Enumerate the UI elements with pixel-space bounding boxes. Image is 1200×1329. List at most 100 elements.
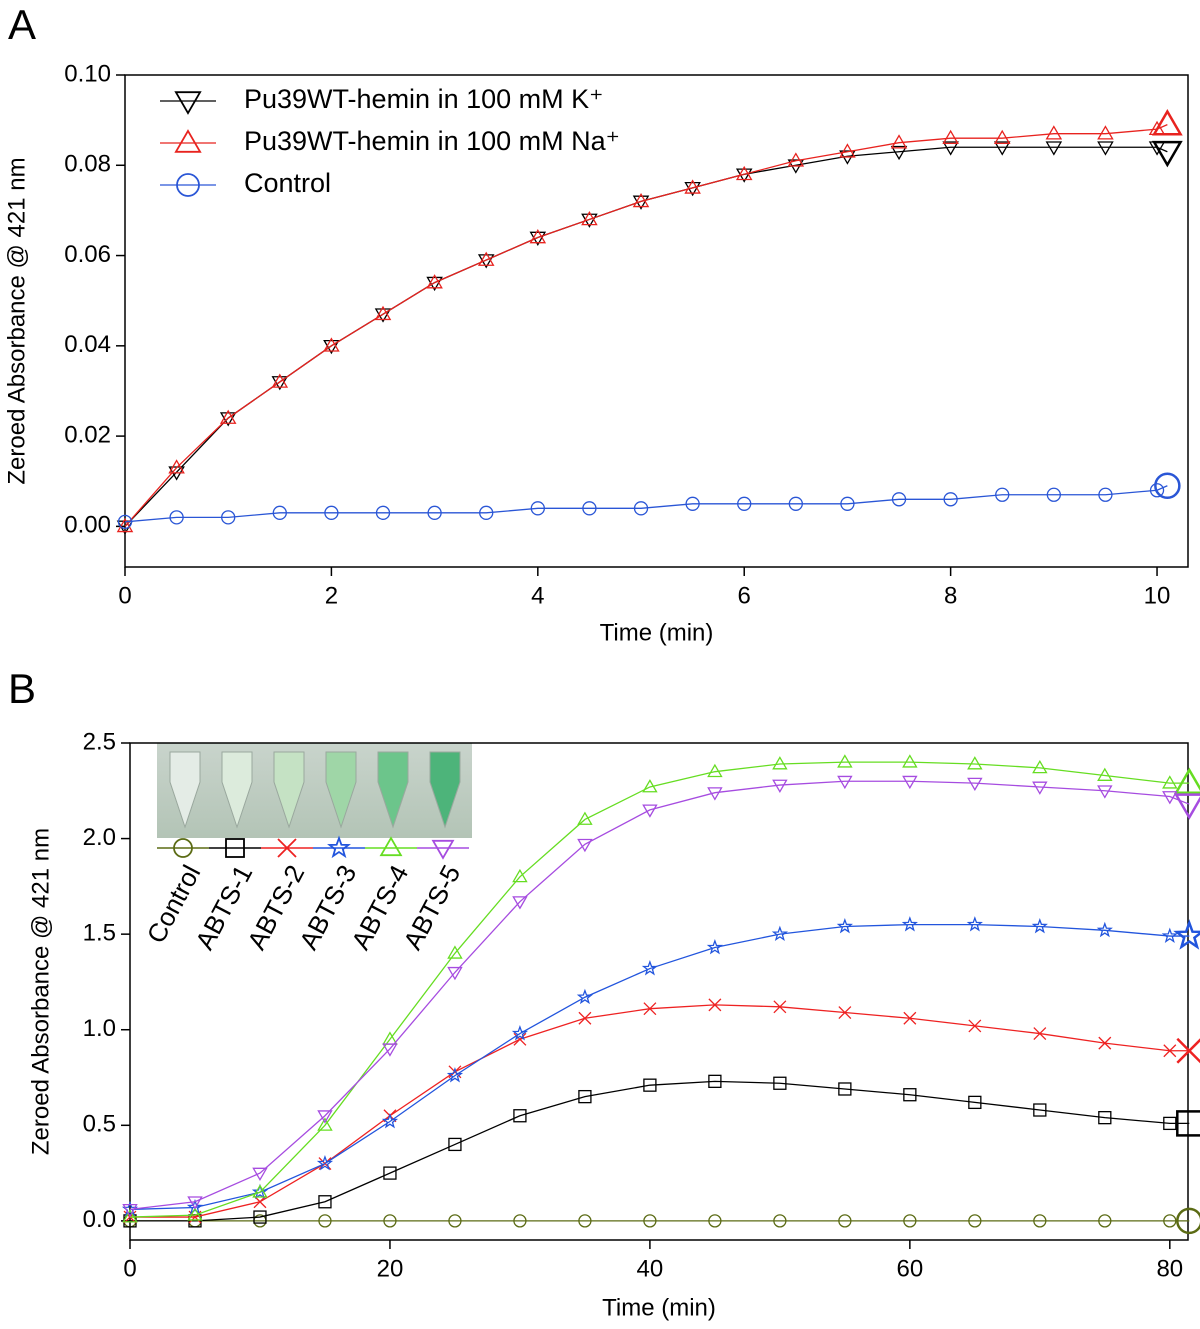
marker (737, 496, 752, 511)
marker (582, 501, 597, 516)
marker (839, 143, 856, 158)
marker (186, 1198, 204, 1215)
marker (529, 229, 547, 244)
marker (1161, 927, 1178, 943)
marker (448, 1137, 462, 1152)
marker (993, 129, 1011, 145)
marker (426, 274, 443, 289)
marker (323, 337, 340, 352)
marker (447, 966, 463, 981)
marker (375, 505, 391, 520)
marker (513, 1214, 527, 1228)
marker (1033, 1214, 1047, 1228)
marker (735, 165, 753, 181)
marker (272, 505, 287, 520)
marker (1098, 1036, 1112, 1050)
marker (967, 777, 983, 792)
series-line (130, 1004, 1190, 1218)
marker (427, 505, 442, 520)
marker (772, 779, 788, 793)
legend-label: Control (244, 168, 331, 198)
marker (642, 779, 658, 793)
marker (253, 1210, 267, 1224)
marker (942, 141, 959, 156)
marker (383, 1214, 397, 1228)
marker (1045, 125, 1063, 140)
marker (271, 376, 289, 391)
marker (511, 1025, 529, 1041)
marker (967, 756, 983, 770)
marker (122, 1203, 138, 1218)
marker (271, 373, 289, 388)
marker (1096, 921, 1113, 938)
marker (225, 838, 245, 858)
marker (1176, 1110, 1200, 1137)
marker (632, 192, 650, 208)
series-line (129, 923, 1190, 1211)
marker (252, 1184, 268, 1198)
marker (447, 945, 463, 959)
marker (168, 459, 185, 474)
marker (318, 1214, 332, 1228)
marker (530, 501, 545, 516)
marker (838, 1006, 852, 1019)
marker (374, 305, 392, 321)
x-tick-label: 4 (531, 582, 544, 609)
marker (169, 510, 184, 525)
marker (187, 1196, 203, 1210)
marker (943, 492, 958, 507)
x-tick-label: 60 (897, 1255, 924, 1282)
marker (1045, 141, 1063, 156)
panel-label: A (8, 1, 36, 48)
marker (1162, 775, 1178, 789)
y-axis-title: Zeroed Absorbance @ 421 nm (3, 157, 30, 484)
marker (706, 939, 723, 955)
plot-frame (129, 742, 1189, 1241)
series-line (130, 1080, 1190, 1222)
marker (1032, 781, 1048, 795)
series-line (129, 761, 1190, 1218)
marker (771, 925, 788, 942)
marker (324, 505, 339, 520)
marker (578, 1011, 592, 1025)
marker (902, 775, 918, 790)
y-tick-label: 0.00 (64, 512, 111, 539)
marker (1149, 483, 1165, 498)
marker (643, 1214, 657, 1228)
y-axis-title: Zeroed Absorbance @ 421 nm (27, 828, 54, 1155)
marker (317, 1110, 333, 1124)
marker (903, 1214, 917, 1228)
marker (1163, 1044, 1177, 1058)
inset-photo (157, 743, 472, 838)
marker (708, 998, 722, 1012)
marker (1033, 1103, 1047, 1117)
x-tick-label: 40 (637, 1255, 664, 1282)
marker (773, 1000, 787, 1014)
marker (382, 1043, 398, 1057)
marker (1097, 141, 1114, 156)
legend-label: Pu39WT-hemin in 100 mM Na⁺ (244, 126, 620, 156)
marker (633, 501, 649, 516)
y-tick-label: 0.02 (64, 421, 111, 448)
marker (379, 836, 403, 857)
marker (277, 838, 297, 858)
y-tick-label: 2.5 (83, 728, 116, 755)
marker (512, 896, 528, 910)
marker (707, 787, 723, 801)
marker (968, 1214, 982, 1228)
marker (838, 1082, 852, 1096)
marker (968, 1095, 982, 1110)
marker (708, 1214, 722, 1228)
y-tick-label: 1.5 (83, 919, 116, 946)
y-tick-label: 0.06 (64, 241, 111, 268)
x-tick-label: 10 (1144, 582, 1171, 609)
marker (318, 1195, 332, 1209)
marker (643, 1078, 657, 1092)
marker (316, 1155, 334, 1171)
marker (838, 1214, 852, 1228)
marker (1151, 140, 1183, 168)
y-tick-label: 0.10 (64, 60, 111, 87)
marker (1032, 759, 1048, 774)
marker (581, 210, 598, 226)
marker (641, 960, 659, 976)
